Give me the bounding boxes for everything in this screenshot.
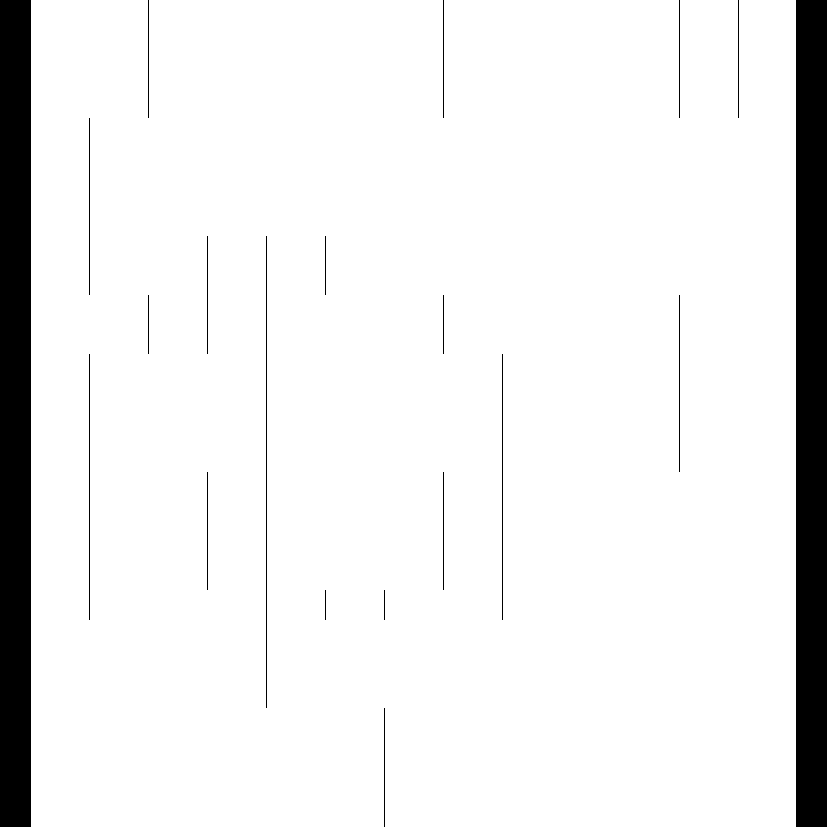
left-black-border — [0, 0, 31, 827]
right-black-border — [796, 0, 827, 827]
